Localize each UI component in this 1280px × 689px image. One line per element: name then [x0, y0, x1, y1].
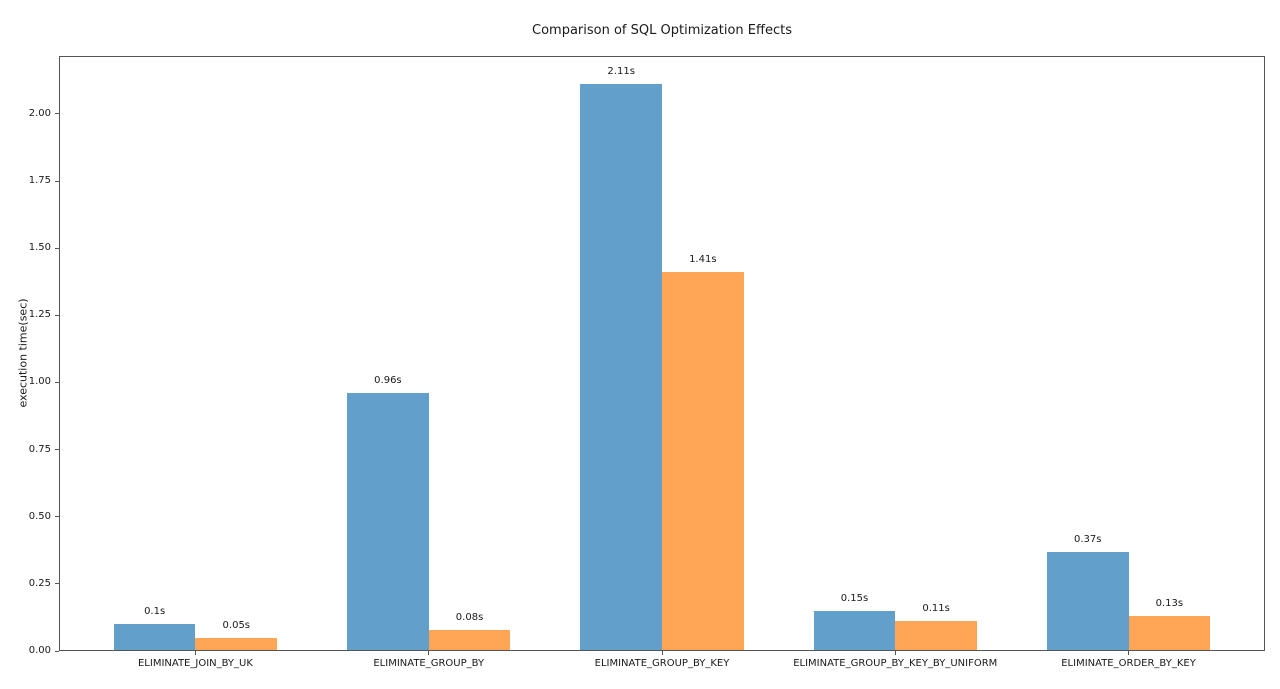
y-tick-mark [55, 113, 59, 115]
x-tick-label: ELIMINATE_GROUP_BY_KEY [594, 658, 730, 669]
bar-value-label: 1.41s [689, 254, 717, 266]
x-tick-mark [194, 651, 196, 655]
bar-value-label: 0.96s [374, 375, 402, 387]
y-tick-mark [55, 180, 59, 182]
bar [662, 272, 744, 650]
bar [347, 393, 429, 650]
y-tick-mark [55, 381, 59, 383]
y-tick-label: 0.00 [28, 645, 51, 656]
x-tick-label: ELIMINATE_GROUP_BY [373, 658, 485, 669]
y-tick-mark [55, 314, 59, 316]
x-tick-mark [661, 651, 663, 655]
bar-value-label: 0.08s [455, 611, 484, 623]
x-tick-label: ELIMINATE_JOIN_BY_UK [137, 658, 253, 669]
y-tick-label: 2.00 [28, 107, 51, 119]
y-tick-label: 0.25 [28, 577, 51, 589]
bar [113, 624, 196, 650]
bar-value-label: 0.37s [1073, 533, 1102, 545]
y-tick-mark [55, 449, 59, 451]
y-tick-label: 0.50 [28, 510, 51, 522]
bar [813, 610, 896, 650]
y-tick-label: 1.00 [28, 376, 51, 388]
y-tick-label: 1.25 [28, 309, 51, 321]
y-tick-mark [55, 583, 59, 585]
x-tick-mark [1128, 651, 1130, 655]
x-tick-mark [428, 651, 430, 655]
y-tick-mark [55, 247, 59, 249]
bar-value-label: 0.13s [1155, 598, 1184, 610]
x-tick-label: ELIMINATE_GROUP_BY_KEY_BY_UNIFORM [793, 658, 998, 669]
y-tick-mark [55, 650, 59, 652]
bar [195, 637, 278, 650]
bar [428, 629, 511, 650]
x-tick-label: ELIMINATE_ORDER_BY_KEY [1061, 658, 1196, 669]
bar-value-label: 0.05s [222, 619, 251, 631]
bar [895, 621, 977, 650]
y-tick-label: 0.75 [28, 443, 51, 455]
y-tick-label: 1.50 [28, 242, 51, 254]
bar-value-label: 0.11s [922, 603, 950, 615]
y-tick-label: 1.75 [28, 175, 51, 187]
bar [580, 84, 662, 650]
bar-value-label: 2.11s [607, 66, 635, 78]
x-tick-mark [894, 651, 896, 655]
bar-value-label: 0.15s [840, 592, 869, 604]
bar [1128, 616, 1211, 650]
chart-title: Comparison of SQL Optimization Effects [532, 23, 792, 38]
y-tick-mark [55, 516, 59, 518]
bar [1046, 551, 1129, 650]
bar-value-label: 0.1s [144, 606, 166, 618]
